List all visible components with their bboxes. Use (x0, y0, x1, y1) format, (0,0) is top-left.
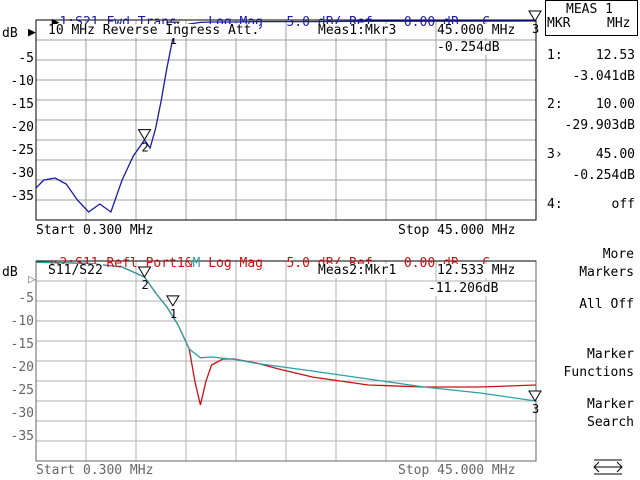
trace-s22 (35, 261, 537, 402)
ch1-readout-val: -0.254dB (437, 40, 500, 55)
marker-row-freq: off (611, 197, 635, 212)
ch2-plot: 1 2 3 (35, 260, 542, 462)
ch2-ytick: -35 (10, 429, 34, 444)
ch2-ref-arrow: ▷ (28, 272, 36, 287)
ch2-header[interactable]: ▷2:S11 Refl Port1&M Log Mag 5.0 dB/ Ref … (36, 243, 490, 271)
marker-row-id: 3› (547, 147, 563, 162)
softkey-line: More (602, 247, 634, 262)
ch2-header-m: M (192, 256, 201, 271)
marker-triangle (137, 129, 152, 141)
ch1-active-arrow: ▶ (28, 25, 36, 40)
ch2-readout-freq: 12.533 MHz (437, 263, 516, 278)
marker-label: 2 (142, 278, 149, 292)
ch2-inactive-indicator: ▷ (52, 256, 60, 271)
all-off-softkey[interactable]: All Off (579, 296, 634, 314)
ch2-readout-val: -11.206dB (428, 281, 499, 296)
softkey-line: Functions (563, 365, 634, 380)
ch2-meas-label: Meas2:Mkr1 (318, 263, 397, 278)
ch2-ytick: -30 (10, 406, 34, 421)
ch2-ytick: -25 (10, 383, 34, 398)
marker-row-freq: 12.53 (595, 48, 635, 63)
marker-triangle (528, 10, 542, 22)
ch1-title: 10 MHz Reverse Ingress Att. (48, 23, 260, 38)
marker-label: 3 (532, 22, 539, 36)
marker-triangle (528, 390, 542, 402)
ch1-ytick: -10 (10, 74, 34, 89)
meas-panel-header (545, 0, 638, 36)
marker-label: 2 (142, 141, 149, 155)
marker-triangle (165, 295, 180, 307)
marker-row-val: -0.254dB (572, 168, 635, 183)
ch1-meas-label: Meas1:Mkr3 (318, 23, 397, 38)
ch1-stop: Stop 45.000 MHz (398, 223, 516, 238)
resize-arrows-icon[interactable] (590, 458, 626, 476)
ch1-ytick: -15 (10, 97, 34, 112)
ch1-ytick: -5 (18, 51, 34, 66)
softkey-line: Markers (579, 265, 634, 280)
marker-row-id: 4: (547, 197, 563, 212)
ch2-start: Start 0.300 MHz (36, 463, 154, 478)
ch2-ytick: -15 (10, 337, 34, 352)
ch1-active-indicator: ▶ (51, 15, 60, 30)
marker-label: 1 (170, 307, 177, 321)
marker-label: 1 (170, 33, 177, 47)
softkey-line: All Off (579, 297, 634, 312)
ch1-ytick: -30 (10, 166, 34, 181)
ch2-unit: dB (2, 265, 18, 280)
ch1-readout-freq: 45.000 MHz (437, 23, 516, 38)
ch2-header-amp: & (184, 256, 193, 271)
marker-row-val: -29.903dB (564, 118, 635, 133)
softkey-line: Marker (587, 397, 634, 412)
more-markers-softkey[interactable]: More Markers (579, 246, 634, 282)
marker-row-freq: 10.00 (595, 97, 635, 112)
ch2-title: S11/S22 (48, 263, 103, 278)
ch2-ytick: -5 (18, 291, 34, 306)
marker-triangle (137, 266, 152, 278)
ch1-ytick: -20 (10, 120, 34, 135)
marker-search-softkey[interactable]: Marker Search (587, 396, 634, 432)
ch2-ytick: -10 (10, 314, 34, 329)
meas-panel-title: MEAS 1 (566, 2, 613, 17)
ch2-ytick: -20 (10, 360, 34, 375)
marker-row-id: 2: (547, 97, 563, 112)
marker-row-val: -3.041dB (572, 69, 635, 84)
ch1-ytick: -25 (10, 143, 34, 158)
ch1-start: Start 0.300 MHz (36, 223, 154, 238)
softkey-line: Marker (587, 347, 634, 362)
marker-row-id: 1: (547, 48, 563, 63)
ch1-ytick: -35 (10, 189, 34, 204)
marker-functions-softkey[interactable]: Marker Functions (564, 346, 634, 382)
marker-row-freq: 45.00 (595, 147, 635, 162)
ch1-unit: dB (2, 26, 18, 41)
trace-s21 (35, 20, 537, 214)
meas-panel-col-mhz: MHz (607, 16, 631, 31)
softkey-line: Search (587, 415, 634, 430)
meas-panel-col-mkr: MKR (547, 16, 571, 31)
marker-label: 3 (532, 402, 539, 416)
ch2-stop: Stop 45.000 MHz (398, 463, 516, 478)
